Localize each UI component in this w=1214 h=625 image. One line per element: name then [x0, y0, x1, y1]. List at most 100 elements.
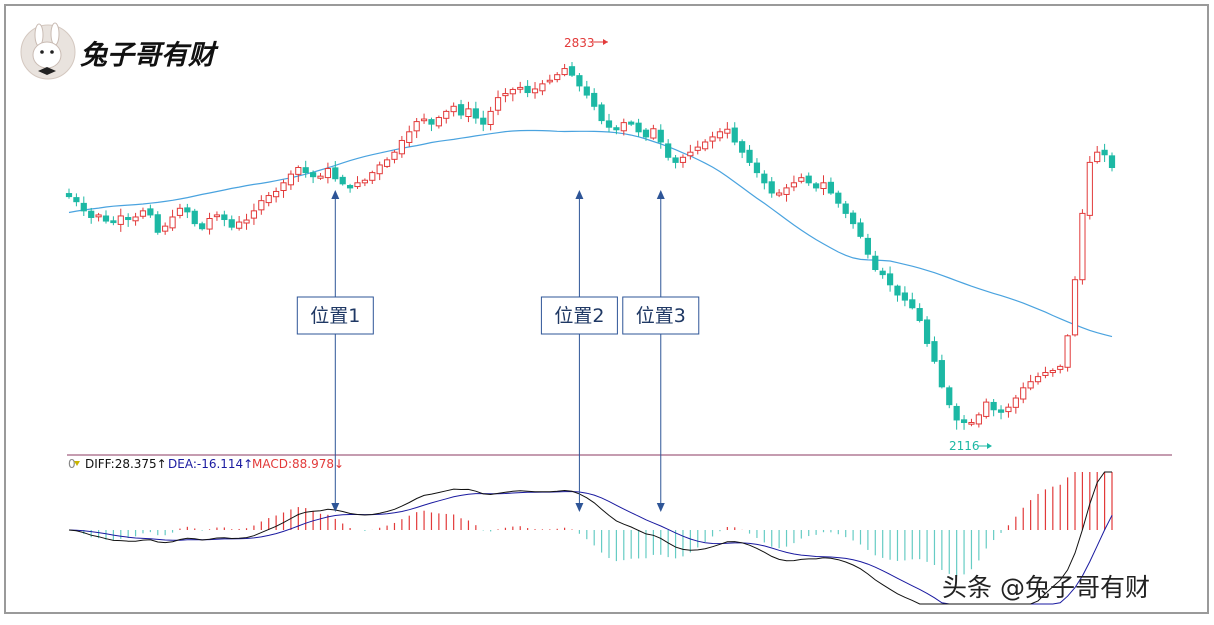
low-annotation: 2116: [949, 439, 992, 453]
candle-body: [546, 79, 553, 83]
candle-body: [302, 167, 309, 174]
candle: [287, 170, 295, 190]
candle-body: [628, 121, 635, 125]
callout-box: [540, 296, 618, 335]
candle-body: [228, 219, 235, 228]
candle-body: [1064, 335, 1071, 368]
candle-body: [909, 299, 916, 309]
candle-body: [147, 208, 154, 216]
candle: [983, 398, 990, 419]
candle: [428, 117, 435, 132]
candle-body: [598, 104, 605, 122]
candle: [546, 74, 553, 85]
candle-body: [1071, 279, 1079, 336]
candle: [997, 405, 1005, 420]
callout-3: 位置3: [622, 190, 700, 512]
candle-body: [753, 162, 761, 174]
candle: [332, 161, 339, 182]
candle: [613, 125, 620, 135]
candle: [265, 192, 272, 207]
candle-body: [443, 110, 450, 119]
candle-body: [236, 221, 243, 229]
candle-body: [605, 120, 613, 128]
candle-body: [583, 86, 590, 96]
candle-body: [191, 210, 198, 225]
candle: [857, 218, 864, 239]
callout-arrow-down: [331, 503, 340, 512]
candle-body: [790, 182, 798, 188]
candle: [413, 118, 420, 139]
candle: [280, 179, 287, 198]
candle: [236, 215, 243, 231]
candle-body: [435, 117, 442, 127]
candle-body: [835, 192, 842, 204]
candle: [228, 215, 235, 231]
candle: [591, 88, 598, 111]
candle: [472, 101, 479, 124]
brand-logo: 兔子哥有财: [20, 22, 219, 80]
candle-body: [946, 387, 953, 406]
candle: [761, 170, 768, 190]
candle: [295, 165, 302, 182]
candle-body: [1086, 161, 1093, 216]
candle-body: [1042, 372, 1049, 376]
candle-body: [561, 68, 568, 76]
candle: [1057, 364, 1064, 374]
candle: [376, 161, 383, 181]
candle-body: [842, 203, 849, 214]
candle-body: [332, 167, 339, 180]
candle-body: [783, 187, 790, 195]
candle-body: [213, 214, 221, 218]
candle: [132, 212, 139, 226]
candle: [694, 140, 701, 155]
candle: [443, 109, 450, 124]
candle-body: [154, 214, 161, 233]
candle: [273, 187, 280, 203]
candle: [709, 131, 716, 149]
candle-body: [672, 157, 679, 163]
candle: [420, 113, 428, 124]
candle: [894, 284, 901, 302]
callout-layer: 位置1 位置2 位置3: [296, 190, 700, 512]
candle-body: [310, 172, 317, 178]
candle: [199, 221, 206, 231]
candle: [805, 172, 812, 186]
rabbit-eye-right-icon: [50, 50, 54, 54]
candle: [598, 102, 605, 125]
candle: [901, 286, 908, 307]
candle: [524, 80, 531, 98]
candle-body: [687, 151, 694, 157]
candle-body: [997, 409, 1005, 413]
candle-body: [894, 285, 901, 296]
high-arrow-head: [603, 39, 608, 45]
rabbit-eye-left-icon: [40, 50, 44, 54]
candle: [1005, 403, 1012, 418]
candle: [968, 418, 975, 427]
candle-body: [960, 419, 968, 424]
candle: [310, 170, 317, 184]
candle: [554, 72, 561, 83]
candle-body: [901, 292, 908, 301]
diff-label: DIFF:28.375↑: [85, 457, 167, 471]
candle: [909, 292, 916, 310]
candle: [1012, 394, 1019, 414]
legend-dropdown-icon: [74, 461, 80, 466]
candle: [398, 136, 405, 158]
candle: [324, 162, 332, 184]
candle: [687, 144, 694, 160]
candle-body: [916, 308, 923, 321]
candle: [628, 120, 635, 127]
candle-body: [931, 341, 938, 362]
candle-body: [243, 219, 250, 224]
candle: [583, 80, 590, 99]
candle: [221, 210, 228, 227]
candle-body: [650, 128, 657, 139]
candle: [258, 195, 265, 215]
candle-body: [1049, 369, 1056, 374]
candle-body: [694, 146, 701, 151]
candle-body: [886, 273, 894, 286]
candle-body: [983, 401, 990, 417]
candle: [650, 124, 657, 140]
candle-body: [531, 88, 539, 94]
